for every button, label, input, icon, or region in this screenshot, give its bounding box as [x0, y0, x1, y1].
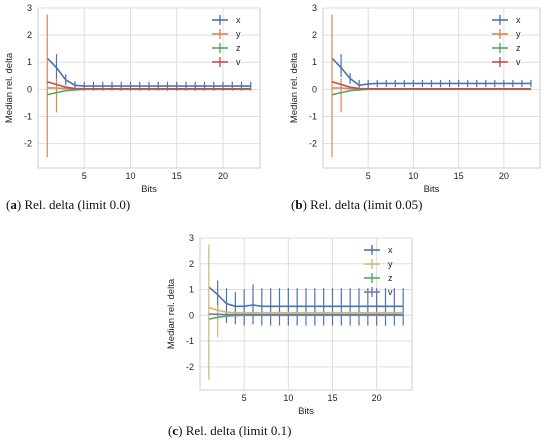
y-tick-label: 3	[189, 233, 194, 243]
series-y	[208, 244, 404, 380]
series-line	[47, 80, 251, 90]
x-tick-label: 5	[366, 171, 371, 181]
x-tick-label: 15	[454, 171, 464, 181]
y-tick-label: -1	[186, 336, 194, 346]
x-tick-label: 15	[172, 171, 182, 181]
caption-b: (b) Rel. delta (limit 0.05)	[291, 197, 423, 212]
legend-entry-y: y	[492, 29, 521, 39]
caption-c-letter: c	[172, 423, 179, 438]
series-v	[208, 313, 404, 316]
legend-label: z	[516, 43, 521, 53]
legend-entry-z: z	[492, 43, 521, 53]
legend-entry-v: v	[212, 57, 241, 67]
y-axis-title: Median rel. delta	[4, 52, 15, 123]
legend-entry-z: z	[364, 273, 393, 283]
y-tick-label: 2	[312, 30, 317, 40]
y-tick-label: 2	[27, 30, 32, 40]
legend-label: y	[236, 29, 241, 39]
legend-label: v	[388, 287, 393, 297]
caption-c-text: Rel. delta (limit 0.1)	[185, 423, 292, 438]
caption-a-letter: a	[10, 197, 17, 212]
y-tick-label: 1	[312, 57, 317, 67]
y-tick-label: -2	[24, 139, 32, 149]
x-tick-label: 10	[408, 171, 418, 181]
y-axis-title: Median rel. delta	[289, 52, 300, 123]
x-axis-title: Bits	[298, 406, 314, 417]
series-line	[331, 80, 531, 90]
x-axis-title: Bits	[141, 184, 157, 195]
caption-b-letter: b	[295, 197, 303, 212]
x-tick-label: 15	[327, 393, 337, 403]
y-axis-title: Median rel. delta	[166, 278, 177, 349]
series-line	[208, 306, 404, 314]
y-tick-label: -1	[24, 111, 32, 121]
legend-label: x	[516, 15, 521, 25]
y-tick-label: -1	[309, 111, 317, 121]
legend-label: v	[516, 57, 521, 67]
y-tick-label: 0	[27, 84, 32, 94]
legend-label: x	[236, 15, 241, 25]
x-tick-label: 10	[283, 393, 293, 403]
legend-entry-x: x	[364, 245, 393, 255]
series-v	[47, 80, 251, 90]
legend-entry-x: x	[212, 15, 241, 25]
y-tick-label: 2	[189, 259, 194, 269]
caption-c: (c) Rel. delta (limit 0.1)	[168, 423, 292, 438]
x-axis-title: Bits	[424, 184, 440, 195]
legend-entry-y: y	[364, 259, 393, 269]
legend-entry-v: v	[492, 57, 521, 67]
y-tick-label: 0	[312, 84, 317, 94]
legend-label: v	[236, 57, 241, 67]
x-tick-label: 20	[499, 171, 509, 181]
legend-label: z	[388, 273, 393, 283]
y-tick-label: -2	[186, 362, 194, 372]
legend-label: y	[516, 29, 521, 39]
caption-a: (a) Rel. delta (limit 0.0)	[6, 197, 131, 212]
x-tick-label: 10	[125, 171, 135, 181]
x-tick-label: 20	[372, 393, 382, 403]
y-tick-label: -2	[309, 139, 317, 149]
series-x	[208, 280, 404, 326]
legend-entry-z: z	[212, 43, 241, 53]
legend-label: y	[388, 259, 393, 269]
y-tick-label: 1	[27, 57, 32, 67]
chart-panel-a: 5 10 15 20 -2 -1 0 1 2 3 Bits Median rel. delta x y z v…	[0, 0, 272, 220]
y-tick-label: 3	[27, 3, 32, 13]
caption-a-text: Rel. delta (limit 0.0)	[24, 197, 131, 212]
series-v	[331, 80, 531, 90]
series-x	[331, 54, 532, 90]
x-tick-label: 20	[218, 171, 228, 181]
y-tick-label: 0	[189, 310, 194, 320]
legend-label: x	[388, 245, 393, 255]
y-tick-label: 1	[189, 285, 194, 295]
legend-entry-x: x	[492, 15, 521, 25]
chart-panel-b: 5 10 15 20 -2 -1 0 1 2 3 Bits Median rel. delta x y z v…	[285, 0, 550, 220]
y-tick-label: 3	[312, 3, 317, 13]
legend-entry-y: y	[212, 29, 241, 39]
chart-panel-c: 5 10 15 20 -2 -1 0 1 2 3 Bits Median rel. delta x y z v…	[160, 228, 420, 445]
legend-entry-v: v	[364, 287, 393, 297]
x-tick-label: 5	[242, 393, 247, 403]
series-line	[208, 313, 404, 316]
legend-label: z	[236, 43, 241, 53]
caption-b-text: Rel. delta (limit 0.05)	[310, 197, 423, 212]
x-tick-label: 5	[82, 171, 87, 181]
